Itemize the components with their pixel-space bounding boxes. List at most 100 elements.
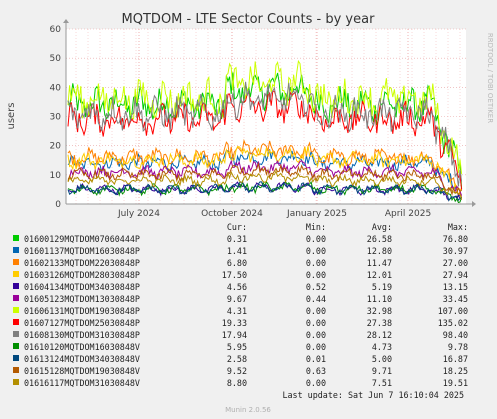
legend-max: 135.02 — [438, 318, 468, 328]
legend-name: 01603126MQTDOM28030848P — [24, 270, 140, 280]
y-tick-label: 0 — [55, 200, 61, 210]
legend-name: 01607127MQTDOM25030848P — [24, 318, 140, 328]
x-tick-label: April 2025 — [385, 209, 431, 219]
legend-min: 0.01 — [306, 354, 326, 364]
legend-max: 98.40 — [443, 330, 468, 340]
legend-avg: 12.80 — [367, 246, 392, 256]
legend-avg: 28.12 — [367, 330, 392, 340]
x-axis-arrow — [472, 201, 476, 207]
series-line — [67, 145, 462, 191]
legend-min: 0.00 — [306, 318, 326, 328]
y-tick-label: 50 — [50, 54, 62, 64]
legend-min: 0.00 — [306, 342, 326, 352]
legend-min: 0.00 — [306, 258, 326, 268]
legend-max: 107.00 — [438, 306, 468, 316]
legend-name: 01606131MQTDOM19030848P — [24, 306, 140, 316]
legend-max: 13.15 — [443, 282, 468, 292]
legend-swatch — [13, 367, 19, 373]
legend-swatch — [13, 295, 19, 301]
y-tick-label: 20 — [50, 142, 62, 152]
legend-min: 0.00 — [306, 246, 326, 256]
legend-cur: 17.94 — [222, 330, 247, 340]
legend-cur: 5.95 — [227, 342, 247, 352]
last-update: Last update: Sat Jun 7 16:10:04 2025 — [282, 390, 464, 400]
y-axis-arrow — [63, 19, 69, 23]
legend-min: 0.00 — [306, 378, 326, 388]
legend-max: 9.78 — [448, 342, 468, 352]
series-line — [67, 72, 463, 190]
series-layer — [67, 59, 463, 204]
legend-cur: 9.67 — [227, 294, 247, 304]
y-tick-label: 40 — [50, 83, 62, 93]
legend-swatch — [13, 319, 19, 325]
legend-max: 18.25 — [443, 366, 468, 376]
rrdtool-credit: RRDTOOL / TOBI OETIKER — [486, 33, 494, 123]
legend-header-cur: Cur: — [227, 222, 247, 232]
legend-swatch — [13, 283, 19, 289]
x-tick-label: October 2024 — [201, 209, 263, 219]
munin-version: Munin 2.0.56 — [225, 406, 271, 414]
legend-min: 0.44 — [306, 294, 326, 304]
series-line — [67, 81, 463, 187]
legend-name: 01605123MQTDOM13030848P — [24, 294, 140, 304]
legend-avg: 9.71 — [372, 366, 392, 376]
legend-cur: 4.56 — [227, 282, 247, 292]
legend-name: 01616117MQTDOM31030848V — [24, 378, 140, 388]
legend-min: 0.52 — [306, 282, 326, 292]
legend-max: 30.97 — [443, 246, 468, 256]
legend-name: 01610120MQTDOM16030848V — [24, 342, 140, 352]
series-line — [67, 169, 463, 200]
series-line — [67, 181, 462, 202]
legend-cur: 17.50 — [222, 270, 247, 280]
legend-cur: 8.80 — [227, 378, 247, 388]
legend-cur: 19.33 — [222, 318, 247, 328]
series-line — [67, 90, 463, 190]
legend-avg: 12.01 — [367, 270, 392, 280]
series-line — [67, 161, 462, 197]
legend-max: 19.51 — [443, 378, 468, 388]
legend-name: 01615128MQTDOM19030848V — [24, 366, 140, 376]
legend-swatch — [13, 307, 19, 313]
axes: 0 10 20 30 40 50 60 July 2024 October 2024 Januar… — [50, 19, 476, 219]
legend-cur: 0.31 — [227, 234, 247, 244]
legend-swatch — [13, 379, 19, 385]
legend-max: 27.00 — [443, 258, 468, 268]
legend-swatch — [13, 247, 19, 253]
legend-swatch — [13, 331, 19, 337]
legend-name: 01604134MQTDOM34030848P — [24, 282, 140, 292]
legend-cur: 2.58 — [227, 354, 247, 364]
y-tick-label: 10 — [50, 171, 62, 181]
legend-name: 01613124MQTDOM34030848V — [24, 354, 140, 364]
x-tick-label: July 2024 — [117, 209, 160, 219]
legend-max: 33.45 — [443, 294, 468, 304]
legend-min: 0.00 — [306, 306, 326, 316]
series-line — [67, 138, 463, 199]
legend-name: 01602133MQTDOM22030848P — [24, 258, 140, 268]
x-tick-label: January 2025 — [286, 209, 347, 219]
legend-max: 76.80 — [443, 234, 468, 244]
legend-max: 16.87 — [443, 354, 468, 364]
legend-min: 0.63 — [306, 366, 326, 376]
legend-name: 01600129MQTDOM07060444P — [24, 234, 140, 244]
legend-name: 01601137MQTDOM16030848P — [24, 246, 140, 256]
legend-avg: 7.51 — [372, 378, 392, 388]
y-tick-label: 60 — [50, 25, 62, 35]
legend-avg: 26.58 — [367, 234, 392, 244]
legend: Cur: Min: Avg: Max: 01600129MQTDOM07060444P 0… — [13, 222, 468, 388]
legend-avg: 5.19 — [372, 282, 392, 292]
legend-header-avg: Avg: — [372, 222, 392, 232]
chart-title: MQTDOM - LTE Sector Counts - by year — [122, 12, 376, 27]
legend-header-min: Min: — [306, 222, 326, 232]
legend-avg: 11.47 — [367, 258, 392, 268]
legend-cur: 1.41 — [227, 246, 247, 256]
legend-avg: 5.00 — [372, 354, 392, 364]
legend-swatch — [13, 271, 19, 277]
legend-cur: 9.52 — [227, 366, 247, 376]
y-axis-label: users — [6, 102, 17, 129]
legend-swatch — [13, 259, 19, 265]
legend-swatch — [13, 235, 19, 241]
legend-swatch — [13, 355, 19, 361]
legend-min: 0.00 — [306, 330, 326, 340]
